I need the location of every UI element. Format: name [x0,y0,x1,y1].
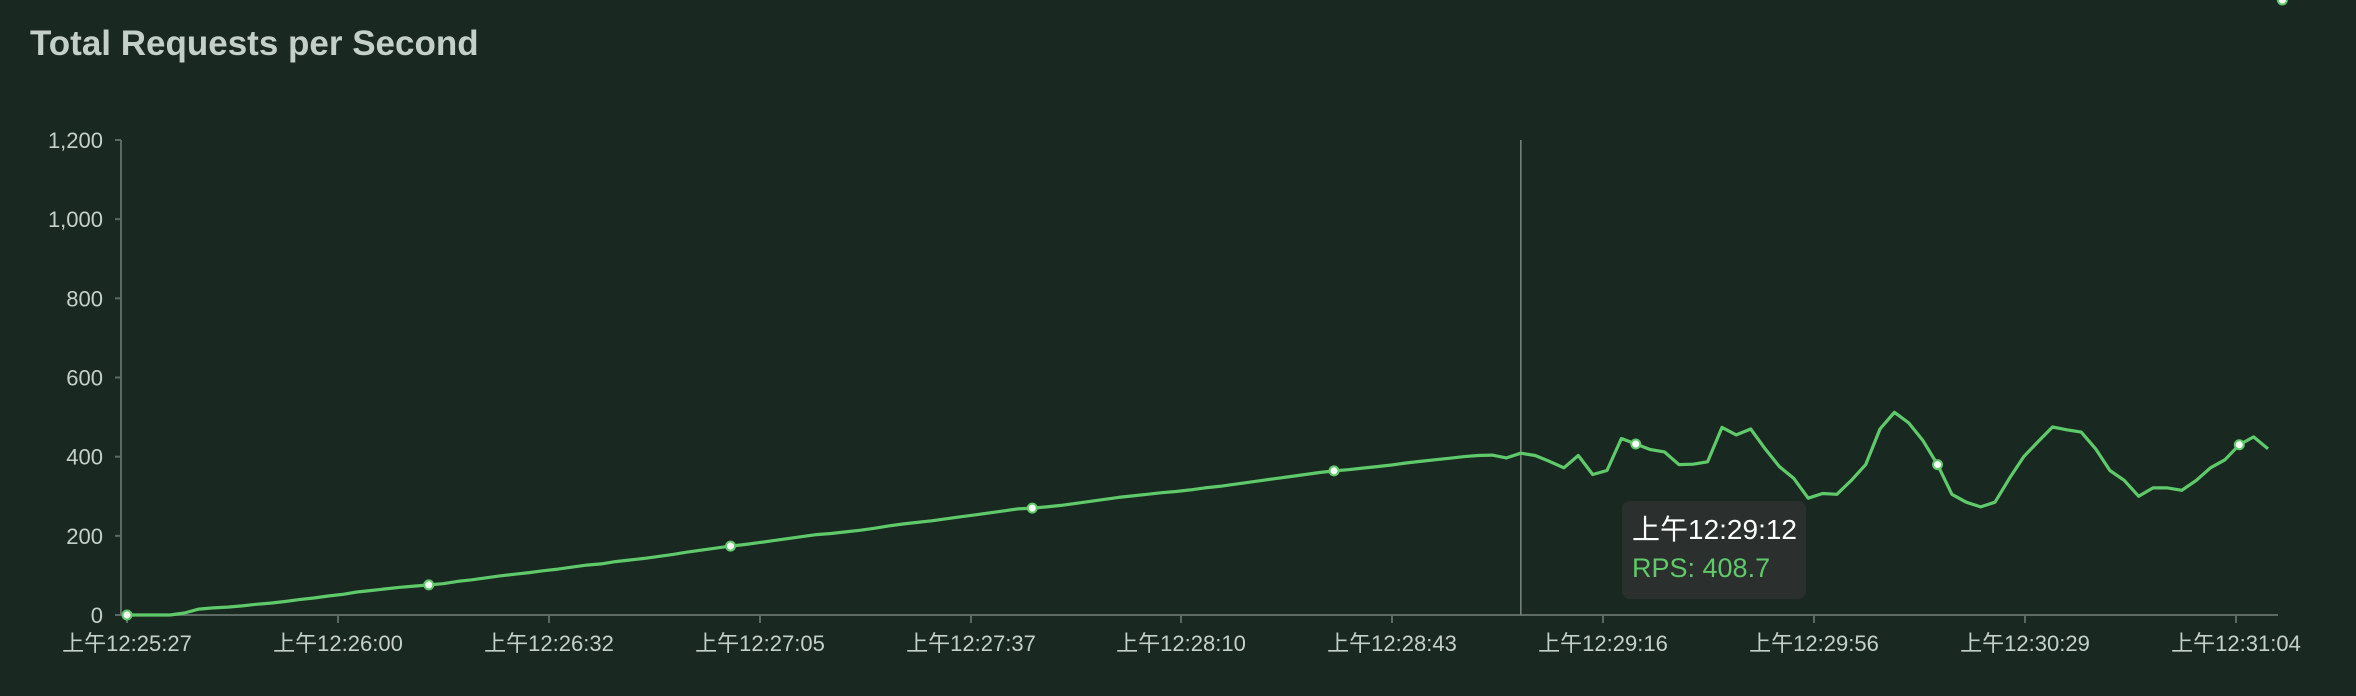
series-line[interactable] [127,410,2270,617]
y-axis: 0 200 400 600 800 1,000 1,200 [48,128,2278,628]
data-point[interactable] [1328,465,1340,477]
data-point[interactable] [2276,0,2288,6]
data-point[interactable] [121,609,133,621]
chart-title: Total Requests per Second [30,24,479,63]
y-tick-label: 1,000 [48,207,103,232]
tooltip-time: 上午12:29:12 [1632,514,1797,545]
y-tick-label: 1,200 [48,128,103,153]
tooltip-value: RPS: 408.7 [1632,553,1771,583]
tooltip: 上午12:29:12 RPS: 408.7 [1622,501,1806,599]
x-tick-label: 上午12:26:32 [484,631,614,656]
data-point[interactable] [725,540,737,552]
x-tick-label: 上午12:31:04 [2171,631,2301,656]
x-tick-label: 上午12:25:27 [62,631,192,656]
x-tick-label: 上午12:29:16 [1538,631,1668,656]
y-tick-label: 800 [66,286,103,311]
x-tick-label: 上午12:29:56 [1749,631,1879,656]
x-tick-label: 上午12:27:37 [906,631,1036,656]
y-tick-label: 600 [66,366,103,391]
x-tick-label: 上午12:28:43 [1327,631,1457,656]
x-tick-label: 上午12:28:10 [1116,631,1246,656]
data-point[interactable] [423,579,435,591]
y-tick-label: 400 [66,445,103,470]
data-point[interactable] [2233,439,2245,451]
x-tick-label: 上午12:27:05 [695,631,825,656]
x-tick-label: 上午12:30:29 [1960,631,2090,656]
x-tick-label: 上午12:26:00 [273,631,403,656]
y-tick-label: 200 [66,524,103,549]
data-point[interactable] [1630,438,1642,450]
data-point[interactable] [1026,502,1038,514]
y-tick-label: 0 [91,603,103,628]
series-markers [121,0,2288,621]
x-axis: 上午12:25:27 上午12:26:00 上午12:26:32 上午12:27:05… [62,615,2301,656]
data-point[interactable] [1932,459,1944,471]
